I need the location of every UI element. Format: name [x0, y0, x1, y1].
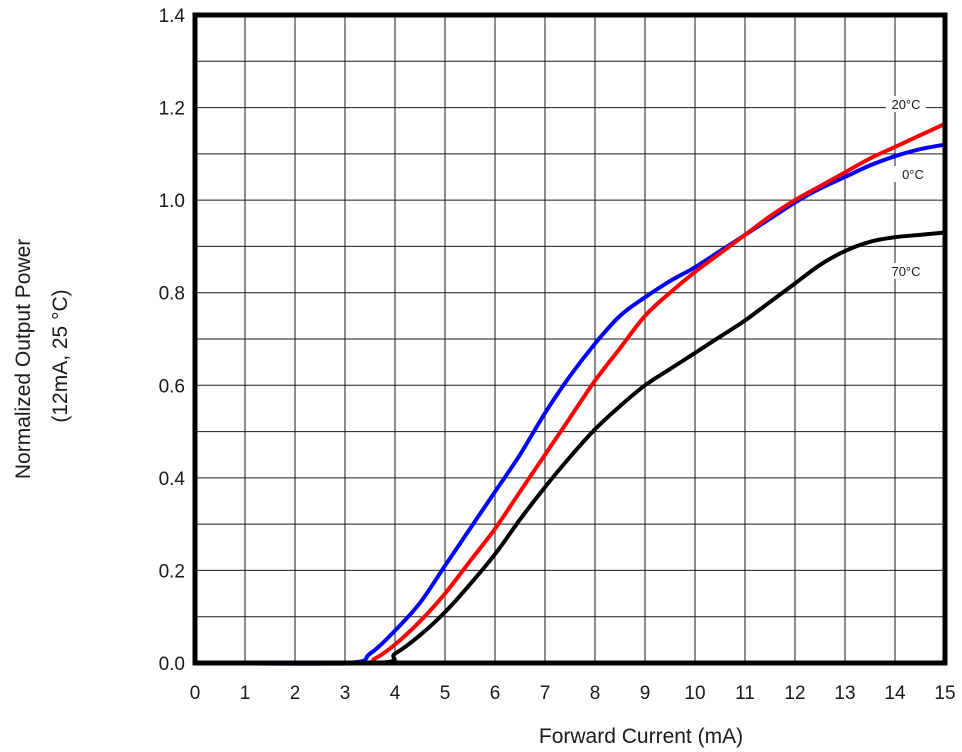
- series-line-70c: [193, 230, 947, 666]
- x-tick-label: 13: [834, 683, 855, 704]
- y-tick-label: 0.0: [159, 654, 185, 675]
- grid-lines: [195, 15, 945, 663]
- plot-frame: [192, 12, 948, 666]
- series-line-20c: [193, 121, 947, 666]
- curve-label-bg: [893, 166, 933, 182]
- x-tick-label: 6: [490, 683, 501, 704]
- y-tick-label: 0.2: [159, 561, 185, 582]
- y-axis-title: Normalized Output Power (12mA, 25 °C): [12, 233, 72, 479]
- y-tick-label: 1.2: [159, 99, 185, 120]
- x-tick-label: 10: [684, 683, 705, 704]
- x-tick-label: 11: [735, 683, 755, 704]
- curve-label-70c: 70°C: [891, 264, 920, 279]
- x-tick-label: 9: [640, 683, 651, 704]
- x-tick-label: 4: [390, 683, 401, 704]
- y-axis-title-line-1: Normalized Output Power: [12, 239, 35, 479]
- x-tick-label: 5: [440, 683, 451, 704]
- x-tick-label: 12: [784, 683, 805, 704]
- x-tick-label: 14: [884, 683, 906, 704]
- curve-label-bg: [886, 263, 926, 279]
- x-tick-label: 0: [190, 683, 201, 704]
- y-tick-label: 0.4: [159, 469, 186, 490]
- curve-labels: 20°C 0°C 70°C: [886, 96, 933, 279]
- curve-label-bg: [886, 96, 926, 112]
- x-tick-label: 3: [340, 683, 351, 704]
- series-curves: [193, 121, 947, 666]
- y-axis-title-line-2: (12mA, 25 °C): [49, 289, 72, 422]
- y-tick-label: 0.6: [159, 376, 185, 397]
- x-tick-labels: 0 1 2 3 4 5 6 7 8 9 10 11 12 13 14 15: [190, 683, 956, 704]
- curve-label-20c: 20°C: [891, 97, 920, 112]
- x-axis-title: Forward Current (mA): [539, 725, 743, 748]
- x-tick-label: 7: [540, 683, 551, 704]
- y-tick-label: 0.8: [159, 284, 185, 305]
- y-tick-label: 1.4: [159, 6, 186, 27]
- x-tick-label: 2: [290, 683, 301, 704]
- x-tick-label: 15: [934, 683, 955, 704]
- curve-label-0c: 0°C: [902, 167, 924, 182]
- x-tick-label: 8: [590, 683, 601, 704]
- series-line-0c: [193, 142, 947, 666]
- x-tick-label: 1: [240, 683, 251, 704]
- y-tick-label: 1.0: [159, 191, 185, 212]
- y-tick-labels: 0.0 0.2 0.4 0.6 0.8 1.0 1.2 1.4: [159, 6, 186, 675]
